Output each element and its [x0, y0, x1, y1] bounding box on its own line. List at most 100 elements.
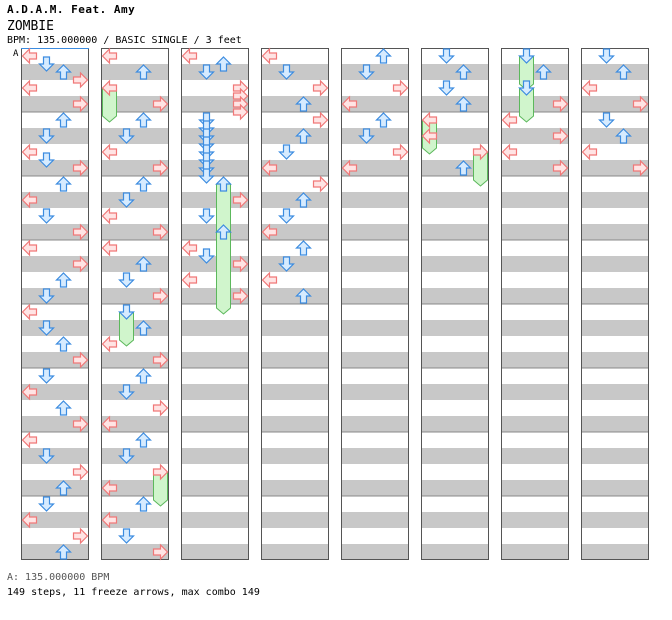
beat-band [181, 544, 249, 560]
arrow-up-icon [55, 544, 72, 560]
arrow-up-icon [615, 64, 632, 80]
beat-band [261, 128, 329, 144]
beat-band [181, 320, 249, 336]
beat-band [421, 320, 489, 336]
arrow-left-icon [261, 223, 278, 241]
arrow-left-icon [101, 207, 118, 225]
beat-band [21, 400, 89, 416]
beat-band [421, 48, 489, 64]
beat-band [501, 496, 569, 512]
arrow-right-icon [152, 543, 169, 561]
arrow-right-icon [312, 79, 329, 97]
beat-band [341, 208, 409, 224]
beat-band [181, 416, 249, 432]
arrow-right-icon [392, 79, 409, 97]
arrow-left-icon [101, 335, 118, 353]
beat-band [21, 160, 89, 176]
arrow-up-icon [295, 288, 312, 304]
beat-band [341, 144, 409, 160]
beat-band [181, 192, 249, 208]
beat-band [581, 432, 649, 448]
beat-band [101, 480, 169, 496]
arrow-up-icon [135, 432, 152, 448]
arrow-up-icon [55, 64, 72, 80]
arrow-down-icon [198, 64, 215, 80]
arrow-up-icon [55, 272, 72, 288]
arrow-down-icon [278, 144, 295, 160]
beat-band [21, 48, 89, 64]
beat-band [101, 400, 169, 416]
beat-band [21, 192, 89, 208]
beat-band [501, 160, 569, 176]
beat-band [581, 176, 649, 192]
beat-band [421, 384, 489, 400]
arrow-up-icon [135, 176, 152, 192]
arrow-left-icon [101, 415, 118, 433]
beat-band [501, 144, 569, 160]
arrow-left-icon [421, 127, 438, 145]
beat-band [261, 544, 329, 560]
beat-band [101, 192, 169, 208]
beat-band [501, 224, 569, 240]
beat-band [501, 96, 569, 112]
beat-band [421, 240, 489, 256]
beat-band [421, 432, 489, 448]
beat-band [341, 80, 409, 96]
beat-band [421, 208, 489, 224]
arrow-up-icon [215, 224, 232, 240]
arrow-up-icon [455, 96, 472, 112]
beat-band [421, 256, 489, 272]
beat-band [581, 256, 649, 272]
beat-band [21, 448, 89, 464]
beat-band [341, 400, 409, 416]
beat-band [261, 64, 329, 80]
beat-band [181, 256, 249, 272]
arrow-left-icon [181, 47, 198, 65]
arrow-down-icon [38, 368, 55, 384]
arrow-left-icon [421, 111, 438, 129]
beat-band [421, 96, 489, 112]
beat-band [341, 320, 409, 336]
beat-band [261, 400, 329, 416]
arrow-left-icon [21, 303, 38, 321]
arrow-up-icon [295, 192, 312, 208]
beat-band [581, 352, 649, 368]
beat-band [21, 384, 89, 400]
beat-band [181, 528, 249, 544]
column-border [101, 48, 169, 560]
beat-band [421, 80, 489, 96]
beat-band [341, 288, 409, 304]
beat-band [101, 48, 169, 64]
beat-band [581, 496, 649, 512]
beat-band [21, 432, 89, 448]
beat-band [261, 432, 329, 448]
beat-band [261, 384, 329, 400]
beat-band [581, 304, 649, 320]
chart-column [21, 48, 89, 560]
arrow-up-icon [615, 128, 632, 144]
beat-band [21, 336, 89, 352]
arrow-left-icon [101, 479, 118, 497]
arrow-right-icon [152, 287, 169, 305]
beat-band [501, 528, 569, 544]
arrow-right-icon [232, 287, 249, 305]
arrow-up-icon [135, 64, 152, 80]
beat-band [341, 432, 409, 448]
beat-band [261, 336, 329, 352]
beat-band [421, 224, 489, 240]
arrow-right-icon [72, 351, 89, 369]
beat-band [181, 480, 249, 496]
column-border [341, 48, 409, 560]
beat-band [421, 496, 489, 512]
beat-band [21, 208, 89, 224]
arrow-right-icon [152, 95, 169, 113]
beat-band [421, 272, 489, 288]
arrow-down-icon [38, 320, 55, 336]
song-artist: A.D.A.M. Feat. Amy [7, 3, 136, 16]
beat-band [181, 208, 249, 224]
arrow-left-icon [581, 143, 598, 161]
beat-band [181, 224, 249, 240]
arrow-down-icon [38, 496, 55, 512]
arrow-down-icon [38, 152, 55, 168]
beat-band [181, 384, 249, 400]
